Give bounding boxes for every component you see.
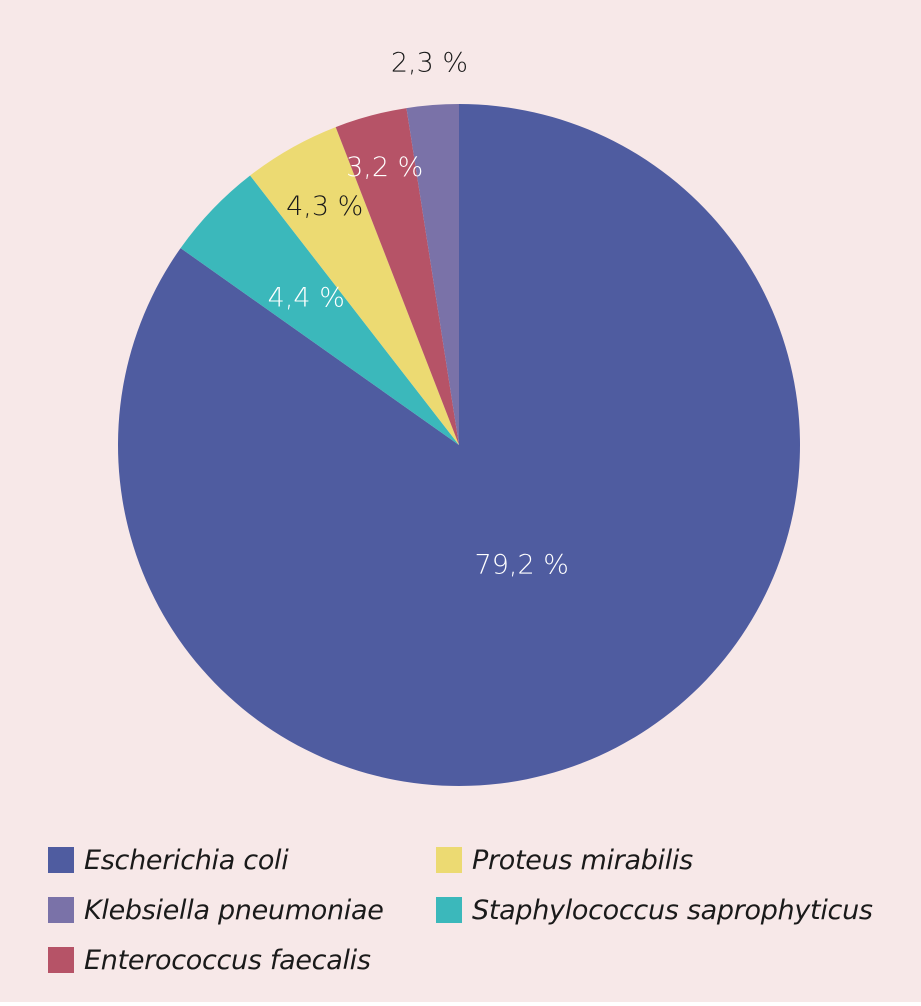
legend-item-escherichia-coli: Escherichia coli (48, 840, 289, 880)
pie-slice-staphylococcus-saprophyticus (180, 175, 459, 446)
legend-label-staphylococcus-saprophyticus: Staphylococcus saprophyticus (472, 894, 873, 926)
legend-swatch-enterococcus-faecalis (48, 947, 74, 973)
legend-item-enterococcus-faecalis: Enterococcus faecalis (48, 940, 371, 980)
slice-label-proteus-mirabilis: 4,3 % (286, 191, 363, 222)
pie-slice-proteus-mirabilis (250, 127, 459, 445)
legend-item-proteus-mirabilis: Proteus mirabilis (436, 840, 693, 880)
legend-label-enterococcus-faecalis: Enterococcus faecalis (84, 944, 371, 976)
legend-swatch-klebsiella-pneumoniae (48, 897, 74, 923)
slice-label-enterococcus-faecalis: 3,2 % (346, 152, 423, 183)
slice-label-staphylococcus-saprophyticus: 4,4 % (268, 282, 345, 313)
legend-label-proteus-mirabilis: Proteus mirabilis (472, 844, 693, 876)
slice-label-klebsiella-pneumoniae: 2,3 % (391, 48, 468, 79)
legend-label-escherichia-coli: Escherichia coli (84, 844, 289, 876)
legend-label-klebsiella-pneumoniae: Klebsiella pneumoniae (84, 894, 384, 926)
legend-swatch-escherichia-coli (48, 847, 74, 873)
pie-slice-escherichia-coli (118, 104, 800, 786)
pie-slice-klebsiella-pneumoniae (406, 104, 459, 445)
legend-item-staphylococcus-saprophyticus: Staphylococcus saprophyticus (436, 890, 873, 930)
slice-label-escherichia-coli: 79,2 % (475, 550, 569, 581)
legend-swatch-staphylococcus-saprophyticus (436, 897, 462, 923)
legend-item-klebsiella-pneumoniae: Klebsiella pneumoniae (48, 890, 384, 930)
legend-swatch-proteus-mirabilis (436, 847, 462, 873)
pie-slice-enterococcus-faecalis (335, 108, 459, 445)
